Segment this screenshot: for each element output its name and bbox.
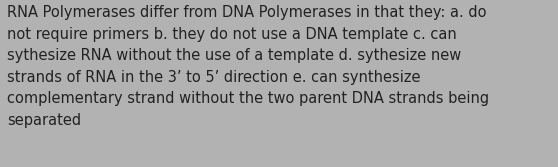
Text: RNA Polymerases differ from DNA Polymerases in that they: a. do
not require prim: RNA Polymerases differ from DNA Polymera…: [7, 5, 489, 128]
